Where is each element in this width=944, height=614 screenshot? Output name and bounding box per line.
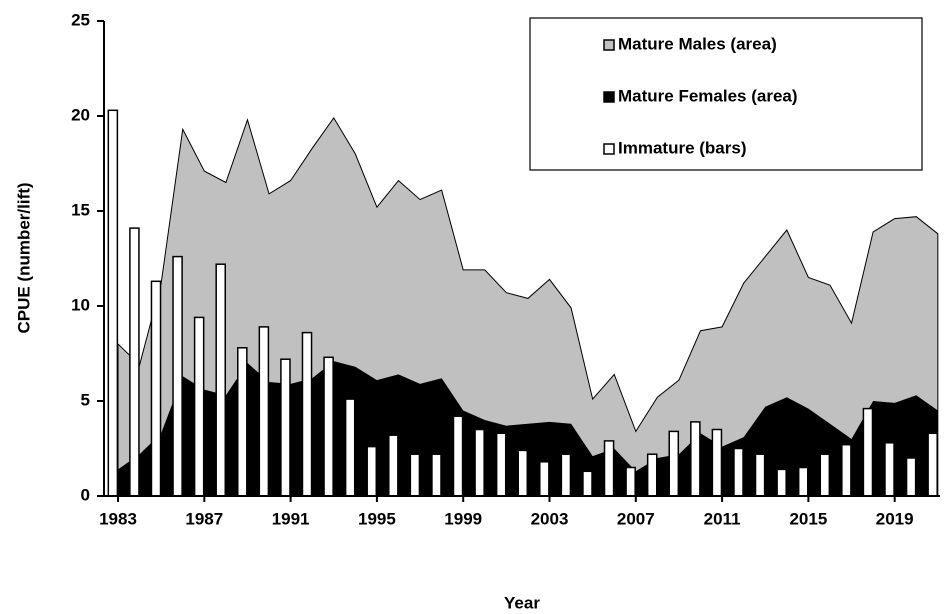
bar (452, 415, 464, 497)
x-tick-label: 1991 (272, 509, 310, 528)
legend-box (529, 17, 923, 171)
x-axis-title: Year (504, 593, 540, 612)
bar (344, 398, 356, 497)
legend-swatch (603, 39, 615, 51)
bar (905, 457, 917, 497)
bar (301, 331, 313, 497)
bar (841, 443, 852, 497)
bar (388, 434, 399, 497)
bar (646, 453, 658, 497)
legend-label: Immature (bars) (618, 138, 746, 157)
bar (927, 432, 938, 497)
bar (409, 453, 421, 497)
x-tick-label: 2003 (531, 509, 569, 528)
legend-swatch (603, 143, 615, 155)
x-tick-label: 1995 (358, 509, 396, 528)
y-tick-label: 25 (71, 10, 90, 29)
bar (129, 227, 140, 497)
y-tick-label: 10 (71, 295, 90, 314)
bar (150, 280, 162, 497)
bar (495, 432, 507, 497)
bar (711, 428, 723, 497)
y-tick-label: 20 (71, 105, 90, 124)
bar (690, 421, 701, 497)
legend-label: Mature Males (area) (618, 34, 777, 53)
bar (431, 453, 442, 497)
y-axis-title: CPUE (number/lift) (14, 182, 33, 333)
bar (280, 358, 291, 497)
bar (668, 430, 680, 497)
bar (474, 428, 485, 497)
bar (172, 255, 183, 497)
bar (754, 453, 766, 497)
x-tick-label: 2011 (704, 509, 741, 528)
legend-swatch (603, 91, 615, 103)
y-tick-label: 5 (81, 390, 90, 409)
bar (258, 326, 270, 497)
bar (107, 109, 119, 497)
y-tick-label: 0 (81, 485, 90, 504)
x-tick-label: 2015 (789, 509, 827, 528)
bar (215, 263, 226, 497)
bar (819, 453, 831, 497)
bar (884, 442, 895, 497)
bar (603, 440, 615, 497)
bar (733, 447, 744, 497)
x-tick-label: 1987 (185, 509, 223, 528)
legend-label: Mature Females (area) (618, 86, 798, 105)
area (118, 361, 938, 496)
bar (323, 356, 334, 497)
bar (237, 347, 248, 497)
bar (539, 461, 550, 497)
bar (560, 453, 572, 497)
x-tick-label: 2007 (617, 509, 655, 528)
y-tick-label: 15 (71, 200, 90, 219)
bar (797, 466, 809, 497)
bar (862, 407, 874, 497)
x-tick-label: 2019 (876, 509, 914, 528)
bar (193, 316, 205, 497)
bar (776, 468, 787, 497)
bar (517, 449, 529, 497)
x-tick-label: 1983 (99, 509, 137, 528)
bar (366, 445, 378, 497)
x-tick-label: 1999 (444, 509, 482, 528)
bar (582, 470, 593, 497)
bar (625, 466, 636, 497)
